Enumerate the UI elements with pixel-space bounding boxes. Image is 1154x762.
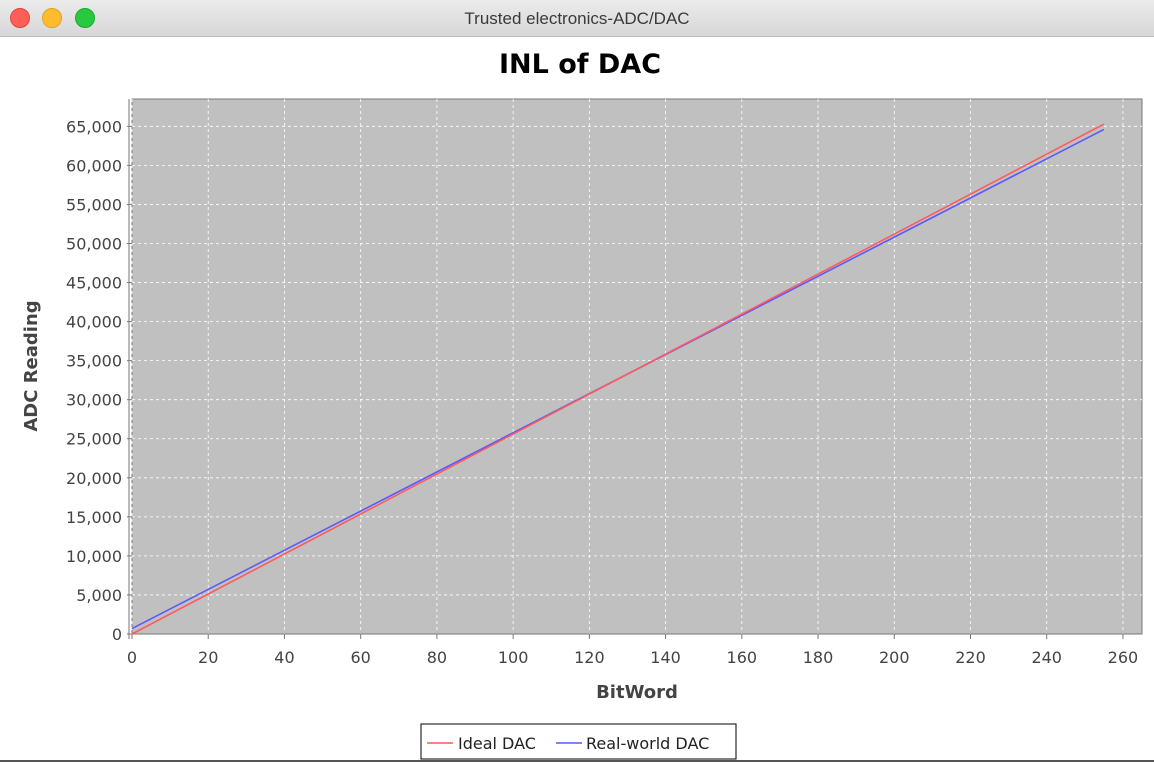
y-tick-label: 15,000: [66, 508, 122, 527]
legend-frame: [420, 723, 737, 760]
x-tick-label: 260: [1108, 648, 1139, 667]
y-tick-label: 65,000: [66, 117, 122, 136]
y-tick-label: 45,000: [66, 274, 122, 293]
title-bar[interactable]: Trusted electronics-ADC/DAC: [0, 0, 1154, 37]
y-tick-label: 30,000: [66, 391, 122, 410]
x-tick-label: 220: [955, 648, 986, 667]
y-tick-label: 60,000: [66, 156, 122, 175]
x-axis: 0 20 40 60 80 100 120 140 160 180 200 220 240 260: [127, 633, 1142, 667]
y-tick-label: 0: [112, 625, 122, 644]
x-tick-label: 40: [274, 648, 294, 667]
x-tick-label: 80: [427, 648, 447, 667]
x-tick-label: 60: [350, 648, 370, 667]
x-tick-label: 20: [198, 648, 218, 667]
close-window-button[interactable]: [10, 8, 30, 28]
x-tick-label: 200: [879, 648, 910, 667]
legend-label-real-world-dac: Real-world DAC: [586, 734, 709, 753]
y-tick-label: 55,000: [66, 195, 122, 214]
x-tick-label: 160: [727, 648, 758, 667]
legend: Ideal DAC Real-world DAC: [420, 723, 737, 760]
x-tick-label: 120: [574, 648, 605, 667]
series-lines: [131, 123, 1105, 635]
y-axis: 0 5,000 10,000 15,000 20,000 25,000 30,000 35,0…: [66, 99, 132, 644]
y-tick-label: 5,000: [76, 586, 122, 605]
y-tick-label: 35,000: [66, 352, 122, 371]
grid-lines: [131, 99, 1142, 634]
ideal-dac-line: [131, 123, 1105, 635]
maximize-window-button[interactable]: [75, 8, 95, 28]
chart: INL of DAC 0 20 40 60 80 100 120 140 160 180 200 22…: [21, 49, 1143, 760]
y-tick-label: 40,000: [66, 313, 122, 332]
legend-label-ideal-dac: Ideal DAC: [458, 734, 536, 753]
chart-title: INL of DAC: [499, 49, 661, 80]
minimize-window-button[interactable]: [42, 8, 62, 28]
window-title: Trusted electronics-ADC/DAC: [464, 9, 690, 28]
y-tick-label: 50,000: [66, 234, 122, 253]
x-tick-label: 0: [127, 648, 137, 667]
y-tick-label: 25,000: [66, 430, 122, 449]
y-tick-label: 20,000: [66, 469, 122, 488]
y-axis-label: ADC Reading: [21, 300, 42, 431]
x-tick-label: 240: [1031, 648, 1062, 667]
window-bottom-edge: [0, 760, 1154, 762]
x-tick-label: 180: [803, 648, 834, 667]
y-tick-label: 10,000: [66, 547, 122, 566]
x-axis-label: BitWord: [596, 682, 678, 703]
x-tick-label: 140: [650, 648, 681, 667]
x-tick-label: 100: [498, 648, 529, 667]
